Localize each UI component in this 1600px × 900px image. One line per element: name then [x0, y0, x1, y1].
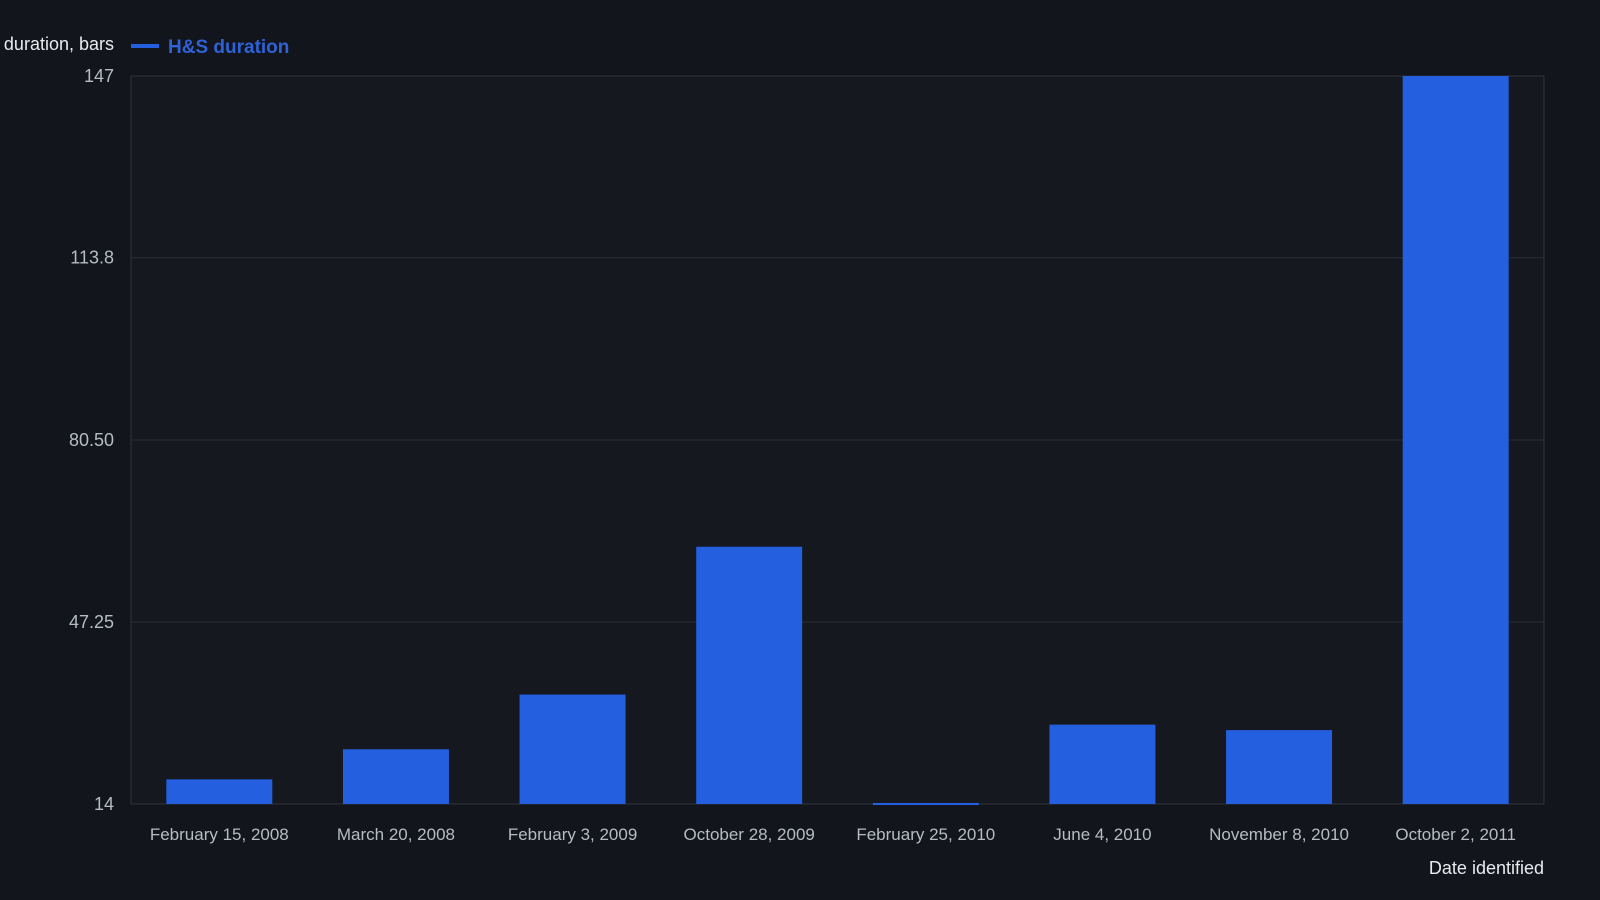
bar[interactable] [519, 694, 626, 804]
y-tick-label: 113.8 [70, 248, 114, 268]
bar[interactable] [1049, 724, 1156, 804]
x-tick-label: November 8, 2010 [1209, 825, 1349, 844]
bar[interactable] [696, 546, 803, 804]
bar[interactable] [1226, 730, 1333, 804]
x-tick-label: October 28, 2009 [684, 825, 815, 844]
bar[interactable] [166, 779, 273, 804]
legend-label: H&S duration [168, 37, 289, 58]
x-tick-label: October 2, 2011 [1395, 825, 1516, 844]
x-tick-label: February 25, 2010 [856, 825, 995, 844]
y-axis-title: duration, bars [4, 34, 114, 54]
x-axis-title: Date identified [1429, 858, 1544, 878]
bar[interactable] [342, 749, 449, 804]
x-tick-label: February 15, 2008 [150, 825, 289, 844]
y-tick-label: 47.25 [69, 612, 114, 632]
y-tick-label: 80.50 [69, 430, 114, 450]
y-tick-label: 14 [94, 794, 114, 814]
legend[interactable]: H&S duration [131, 37, 289, 58]
x-axis: February 15, 2008 March 20, 2008 February … [150, 825, 1516, 844]
bar[interactable] [1402, 76, 1509, 804]
x-tick-label: June 4, 2010 [1053, 825, 1151, 844]
bar[interactable] [872, 803, 979, 805]
y-tick-label: 147 [84, 66, 114, 86]
x-tick-label: March 20, 2008 [337, 825, 455, 844]
x-tick-label: February 3, 2009 [508, 825, 637, 844]
y-axis: 14 47.25 80.50 113.8 147 [69, 66, 114, 814]
bars [166, 76, 1509, 805]
